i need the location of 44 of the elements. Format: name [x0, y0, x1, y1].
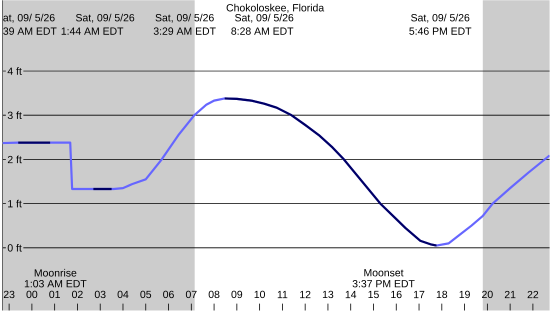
y-tick-label: 4 ft — [8, 67, 22, 75]
y-tick-label: 3 ft — [8, 111, 22, 120]
annotation: Moonrise — [34, 268, 76, 277]
x-tick-label: 19 — [460, 290, 470, 298]
x-tick-label: 11 — [278, 290, 288, 298]
x-tick-label: 01 — [49, 290, 60, 298]
annotation: Moonset — [364, 269, 404, 276]
x-tick-label: 04 — [118, 290, 128, 298]
x-tick-label: 02 — [72, 290, 83, 298]
x-tick-label: 06 — [163, 290, 174, 298]
x-tick-label: 10 — [254, 290, 266, 298]
x-tick-label: 08 — [208, 290, 220, 298]
x-tick-label: 17 — [414, 290, 424, 298]
annotation: 5:46 PM EDT — [409, 27, 472, 35]
y-tick-label: 0 ft — [8, 244, 22, 252]
x-tick-label: 03 — [94, 290, 106, 298]
annotation: 1:44 AM EDT — [62, 28, 124, 35]
x-tick-label: 20 — [482, 290, 493, 298]
chart-title: Chokoloskee, Florida — [226, 4, 324, 13]
x-tick-label: 00 — [26, 290, 38, 298]
annotation: 8:28 AM EDT — [231, 27, 294, 35]
annotation: 3:37 PM EDT — [352, 280, 415, 288]
x-tick-label: 12 — [300, 290, 310, 298]
y-tick-label: 1 ft — [8, 200, 22, 208]
y-tick-label: 2 ft — [8, 156, 22, 164]
annotation: 3:29 AM EDT — [154, 27, 216, 35]
x-tick-label: 22 — [528, 290, 538, 298]
annotation: 39 AM EDT — [3, 27, 57, 35]
annotation: Sat, 09/ 5/26 — [156, 14, 214, 23]
x-tick-label: 15 — [368, 290, 379, 298]
x-tick-label: 23 — [4, 290, 14, 298]
x-tick-label: 18 — [436, 290, 448, 298]
x-tick-label: 13 — [322, 290, 334, 298]
x-tick-label: 05 — [140, 290, 152, 298]
annotation: Sat, 09/ 5/26 — [235, 14, 294, 23]
x-tick-label: 21 — [504, 290, 516, 298]
x-tick-label: 16 — [391, 290, 402, 298]
x-tick-label: 14 — [346, 290, 356, 298]
annotation: at, 09/ 5/26 — [3, 14, 55, 23]
annotation: 1:03 AM EDT — [24, 280, 86, 288]
annotation: Sat, 09/ 5/26 — [411, 14, 470, 23]
annotation: Sat, 09/ 5/26 — [76, 14, 134, 23]
x-tick-label: 09 — [231, 290, 242, 298]
x-tick-label: 07 — [186, 290, 197, 298]
